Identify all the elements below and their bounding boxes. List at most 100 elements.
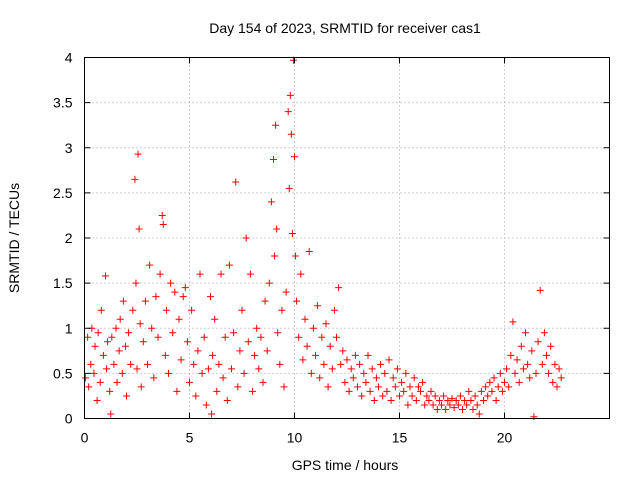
data-point [274, 329, 282, 337]
data-point [102, 272, 109, 280]
data-point [488, 387, 496, 395]
data-point [549, 378, 557, 386]
data-point [484, 392, 492, 400]
data-point [139, 338, 147, 346]
data-point [161, 351, 169, 359]
data-point [318, 333, 326, 341]
data-point [368, 365, 376, 373]
data-point [213, 387, 221, 395]
data-point [230, 329, 238, 337]
y-tick-label: 3 [65, 140, 73, 156]
data-point [132, 279, 140, 287]
data-point [316, 374, 324, 382]
data-point [228, 365, 235, 373]
data-point [104, 338, 112, 346]
data-point [175, 315, 183, 323]
data-point [557, 374, 565, 382]
data-point [96, 378, 104, 386]
x-tick-label: 10 [287, 430, 303, 446]
data-point [330, 306, 338, 314]
data-point [442, 405, 450, 413]
data-point [150, 374, 158, 382]
data-point [265, 279, 273, 287]
data-point [375, 383, 382, 391]
data-point [251, 351, 259, 359]
data-point [103, 365, 111, 373]
data-point [171, 288, 179, 296]
data-point [115, 347, 123, 355]
data-point [129, 306, 137, 314]
data-point [110, 360, 118, 368]
data-point [532, 369, 540, 377]
y-tick-label: 2 [65, 230, 73, 246]
data-point [408, 392, 416, 400]
data-point [356, 360, 364, 368]
data-point [271, 252, 279, 260]
data-point [246, 270, 254, 278]
data-point [97, 306, 105, 314]
data-point [372, 374, 380, 382]
data-point [240, 369, 248, 377]
data-point [349, 374, 357, 382]
data-point [381, 369, 389, 377]
data-point [509, 318, 517, 326]
data-point [278, 306, 286, 314]
data-point [448, 395, 456, 403]
y-tick-label: 4 [65, 50, 73, 66]
data-point [324, 383, 332, 391]
data-point [396, 392, 403, 400]
data-point [480, 396, 487, 404]
data-point [364, 351, 372, 359]
y-axis-label: SRMTID / TECUs [6, 183, 22, 293]
data-point [211, 315, 219, 323]
data-point [257, 333, 265, 341]
data-point [433, 405, 441, 413]
data-point [419, 378, 427, 386]
data-point [383, 387, 391, 395]
data-point [452, 396, 460, 404]
data-points [82, 56, 565, 421]
data-point [136, 320, 144, 328]
data-point [540, 329, 548, 337]
data-point [431, 392, 439, 400]
data-point [414, 383, 422, 391]
data-point [162, 306, 170, 314]
data-point [467, 396, 475, 404]
data-point [459, 405, 466, 413]
data-point [188, 306, 196, 314]
data-point [207, 293, 214, 301]
data-point [543, 351, 550, 359]
data-point [259, 378, 267, 386]
data-point [270, 155, 277, 163]
data-point [127, 360, 135, 368]
data-point [427, 387, 435, 395]
data-point [286, 91, 294, 99]
data-point [225, 261, 233, 269]
data-point [84, 333, 92, 341]
data-point [385, 356, 393, 364]
data-point [393, 365, 401, 373]
grid [84, 57, 610, 419]
data-point [215, 360, 223, 368]
data-point [148, 324, 156, 332]
data-point [522, 329, 529, 337]
data-point [326, 342, 334, 350]
data-point [351, 351, 359, 359]
data-point [507, 351, 515, 359]
data-point [410, 374, 418, 382]
data-point [249, 387, 256, 395]
data-point [511, 369, 519, 377]
data-point [141, 297, 149, 305]
data-point [519, 365, 527, 373]
data-point [183, 338, 191, 346]
data-point [123, 392, 130, 400]
x-tick-label: 15 [392, 430, 408, 446]
data-point [154, 333, 162, 341]
data-point [221, 333, 229, 341]
data-point [547, 342, 555, 350]
data-point [107, 410, 115, 418]
data-point [192, 392, 200, 400]
data-point [293, 297, 301, 305]
data-point [297, 270, 305, 278]
